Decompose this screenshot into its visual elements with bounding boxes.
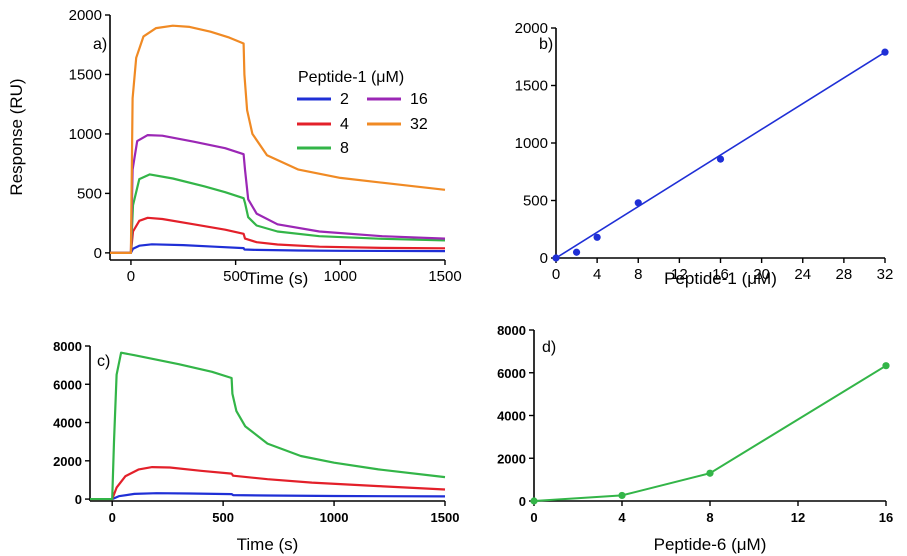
panel-label-a: a) — [93, 36, 107, 53]
series-line-a-32 — [110, 24, 446, 254]
series-line-a-4 — [110, 216, 446, 254]
legend-label-a-32: 32 — [410, 116, 428, 133]
x-tick-label-b: 24 — [794, 266, 811, 283]
panel-c: 0 500 1000 1500 0 2000 4000 6000 8000 Time (s) c) — [53, 339, 459, 554]
x-tick-label-b: 32 — [877, 266, 894, 283]
x-tick-label-b: 8 — [634, 266, 642, 283]
x-tick-label-d: 0 — [530, 510, 537, 525]
y-tick-label-d: 4000 — [497, 409, 526, 424]
legend-label-a-16: 16 — [410, 91, 428, 108]
x-tick-label-c: 0 — [109, 510, 116, 525]
y-tick-label-a: 2000 — [69, 7, 102, 24]
y-tick-label-c: 2000 — [53, 454, 82, 469]
data-point-b — [634, 199, 642, 207]
x-tick-label-c: 1000 — [320, 510, 349, 525]
x-tick-label-c: 500 — [212, 510, 234, 525]
x-tick-label-a: 1000 — [324, 268, 357, 285]
series-line-c-4 — [90, 492, 446, 501]
x-tick-label-d: 8 — [706, 510, 713, 525]
y-tick-label-c: 4000 — [53, 416, 82, 431]
x-tick-label-b: 4 — [593, 266, 601, 283]
y-tick-label-b: 0 — [540, 250, 548, 267]
y-tick-label-a: 0 — [94, 245, 102, 262]
data-point-b — [716, 155, 725, 163]
data-point-b — [572, 248, 581, 256]
y-tick-label-c: 0 — [75, 492, 82, 507]
x-tick-label-a: 1500 — [428, 268, 461, 285]
series-line-a-8 — [110, 173, 446, 254]
y-tick-label-d: 8000 — [497, 323, 526, 338]
data-point-b — [881, 48, 889, 56]
series-line-c-8 — [90, 466, 446, 501]
series-line-a-16 — [110, 134, 446, 254]
x-axis-label-d: Peptide-6 (μM) — [654, 535, 767, 554]
data-point-d — [882, 362, 890, 370]
y-tick-label-d: 2000 — [497, 451, 526, 466]
x-axis-label-b: Peptide-1 (μM) — [664, 269, 777, 288]
panel-a: 0 500 1000 1500 0 500 1000 1500 2000 Time (s) Resp… — [7, 7, 462, 288]
y-tick-label-c: 6000 — [53, 377, 82, 392]
y-tick-label-a: 1500 — [69, 66, 102, 83]
y-tick-label-b: 500 — [523, 193, 548, 210]
x-tick-label-b: 12 — [671, 266, 688, 283]
y-tick-label-c: 8000 — [53, 339, 82, 354]
x-tick-label-c: 1500 — [431, 510, 460, 525]
data-point-d — [618, 491, 626, 500]
panel-d: 0 4 8 12 16 0 2000 4000 6000 8000 Peptide-6 (μM) d) — [497, 323, 893, 554]
x-tick-label-a: 500 — [223, 268, 248, 285]
x-tick-label-d: 12 — [791, 510, 805, 525]
panel-label-c: c) — [97, 353, 110, 370]
y-tick-label-d: 6000 — [497, 366, 526, 381]
y-tick-label-b: 1000 — [515, 135, 548, 152]
x-axis-label-a: Time (s) — [247, 269, 309, 288]
panel-label-b: b) — [539, 36, 553, 53]
legend-label-a-4: 4 — [340, 116, 349, 133]
x-tick-label-b: 20 — [753, 266, 770, 283]
x-tick-label-b: 28 — [836, 266, 853, 283]
y-tick-label-b: 2000 — [515, 20, 548, 37]
x-tick-label-a: 0 — [127, 268, 135, 285]
x-tick-label-b: 16 — [712, 266, 729, 283]
data-point-d — [530, 497, 538, 505]
y-tick-label-d: 0 — [519, 494, 526, 509]
data-point-d — [706, 469, 714, 477]
fit-line-b — [555, 51, 886, 259]
y-tick-label-a: 500 — [77, 185, 102, 202]
series-line-d — [533, 364, 887, 502]
series-line-c-16 — [90, 351, 446, 501]
series-line-a-2 — [110, 243, 446, 254]
y-tick-label-b: 1500 — [515, 78, 548, 95]
legend-label-a-2: 2 — [340, 91, 349, 108]
data-point-b — [552, 254, 560, 262]
legend-a: Peptide-1 (μM) 2 4 8 16 32 — [297, 69, 428, 157]
y-tick-label-a: 1000 — [69, 126, 102, 143]
legend-label-a-8: 8 — [340, 140, 349, 157]
x-axis-label-c: Time (s) — [237, 535, 299, 554]
data-point-b — [593, 233, 601, 241]
panel-label-d: d) — [542, 339, 556, 356]
panel-b: 0 4 8 12 16 20 24 28 32 0 500 1000 1500 2000 Peptide-1… — [515, 20, 894, 288]
x-tick-label-d: 4 — [618, 510, 626, 525]
y-axis-label-a: Response (RU) — [7, 78, 26, 195]
x-tick-label-b: 0 — [552, 266, 560, 283]
legend-title-a: Peptide-1 (μM) — [298, 69, 404, 86]
x-tick-label-d: 16 — [879, 510, 893, 525]
